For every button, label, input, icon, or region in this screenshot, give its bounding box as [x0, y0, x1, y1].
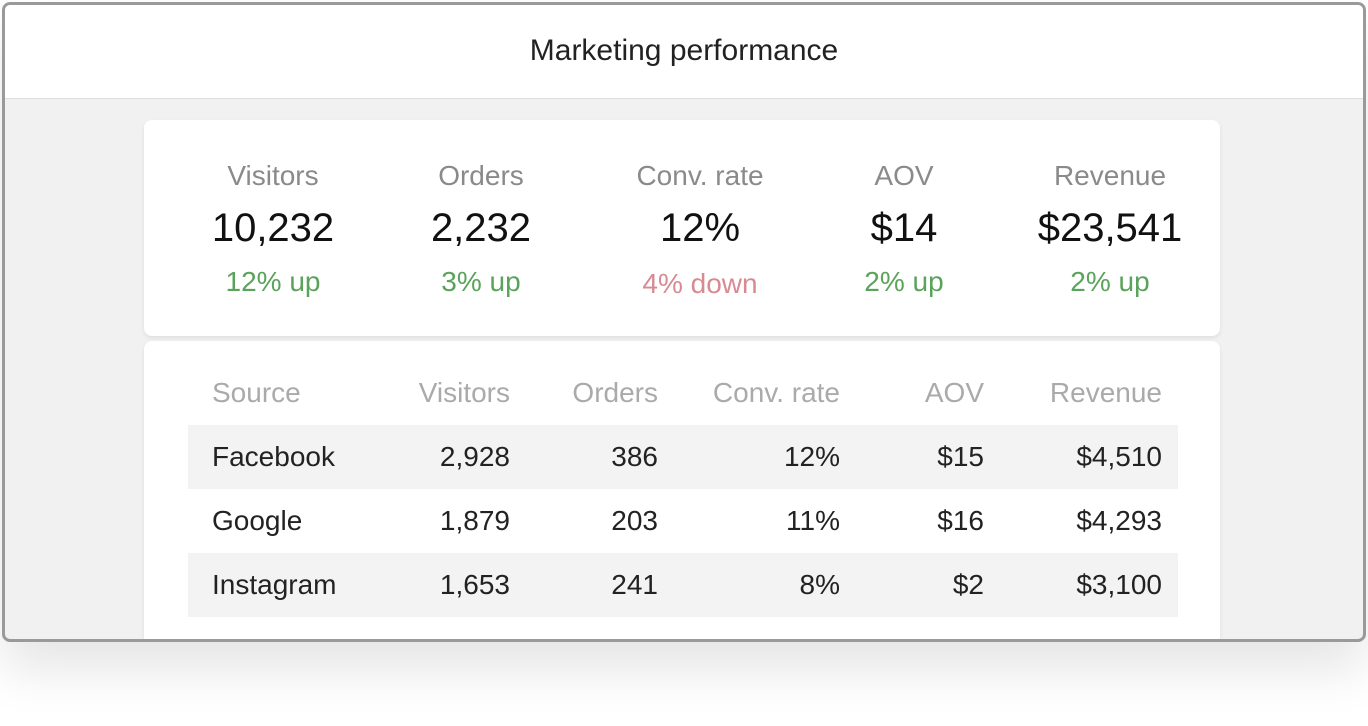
kpi-value: $14 — [870, 206, 938, 250]
row-orders: 386 — [611, 441, 658, 472]
kpi-label: AOV — [874, 160, 934, 191]
table-header-row: Source Visitors Orders Conv. rate AOV Re… — [188, 361, 1178, 425]
row-orders: 203 — [611, 505, 658, 536]
kpi-label: Visitors — [227, 160, 319, 191]
table-row[interactable]: Instagram 1,653 241 8% $2 $3,100 — [188, 553, 1178, 617]
row-revenue: $3,100 — [1076, 569, 1162, 600]
kpi-value: 12% — [659, 206, 741, 250]
row-conv-rate: 12% — [783, 441, 840, 472]
column-header-visitors: Visitors — [418, 377, 510, 408]
kpi-trend: 3% up — [441, 266, 521, 297]
row-conv-rate: 11% — [786, 505, 840, 536]
page-title: Marketing performance — [529, 33, 839, 67]
kpi-summary-card: Visitors 10,232 12% up Orders 2,232 3% u… — [144, 120, 1220, 336]
column-header-conv-rate: Conv. rate — [712, 377, 840, 408]
title-bar: Marketing performance — [5, 5, 1363, 99]
row-source: Facebook — [212, 441, 335, 472]
row-visitors: 1,653 — [439, 569, 510, 600]
column-header-orders: Orders — [572, 377, 658, 408]
row-source: Instagram — [212, 569, 337, 600]
row-orders: 241 — [611, 569, 658, 600]
kpi-label: Orders — [438, 160, 524, 191]
kpi-value: $23,541 — [1037, 206, 1183, 250]
kpi-trend: 12% up — [225, 266, 321, 297]
row-aov: $15 — [937, 441, 984, 472]
kpi-trend: 2% up — [864, 266, 944, 297]
kpi-value: 10,232 — [211, 206, 335, 250]
table-row[interactable]: Facebook 2,928 386 12% $15 $4,510 — [188, 425, 1178, 489]
column-header-aov: AOV — [924, 377, 984, 408]
column-header-revenue: Revenue — [1049, 377, 1162, 408]
row-visitors: 2,928 — [439, 441, 510, 472]
row-visitors: 1,879 — [439, 505, 510, 536]
row-revenue: $4,510 — [1076, 441, 1162, 472]
kpi-trend: 4% down — [642, 268, 758, 299]
source-table: Source Visitors Orders Conv. rate AOV Re… — [144, 341, 1220, 639]
kpi-value: 2,232 — [430, 206, 532, 250]
row-aov: $2 — [952, 569, 984, 600]
table-row[interactable]: Google 1,879 203 11% $16 $4,293 — [188, 489, 1178, 553]
app-window: Marketing performance Visitors 10,232 12… — [2, 2, 1366, 642]
kpi-trend: 2% up — [1070, 266, 1150, 297]
row-aov: $16 — [937, 505, 984, 536]
kpi-label: Conv. rate — [636, 160, 764, 191]
column-header-source: Source — [212, 377, 301, 408]
row-revenue: $4,293 — [1076, 505, 1162, 536]
row-source: Google — [212, 505, 303, 536]
row-conv-rate: 8% — [799, 569, 840, 600]
kpi-label: Revenue — [1053, 160, 1167, 191]
